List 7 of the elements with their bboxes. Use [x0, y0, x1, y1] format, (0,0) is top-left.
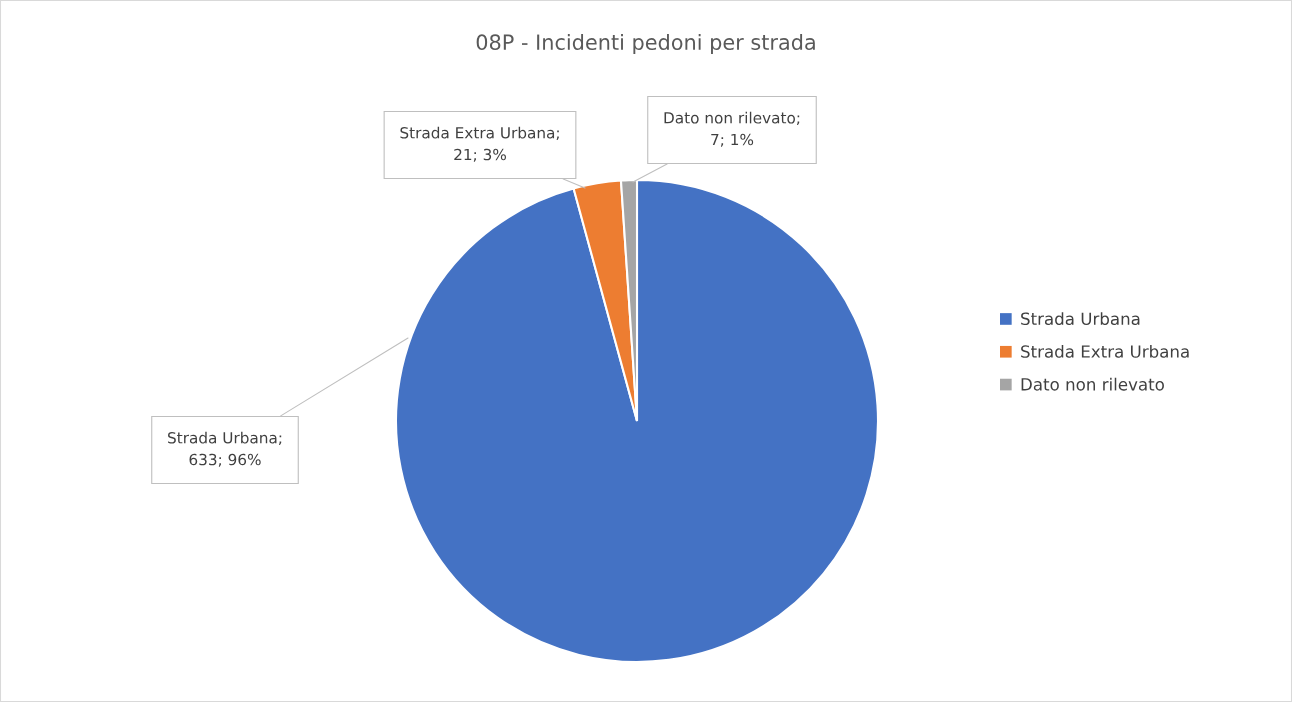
legend-label: Dato non rilevato: [1021, 377, 1164, 391]
data-label: Strada Urbana; 633; 96%: [168, 431, 282, 467]
data-label: Dato non rilevato; 7; 1%: [664, 111, 800, 147]
data-label: Strada Extra Urbana; 21; 3%: [400, 126, 559, 162]
legend-label: Strada Extra Urbana: [1021, 344, 1189, 358]
chart-title: 08P - Incidenti pedoni per strada: [476, 33, 815, 55]
legend-label: Strada Urbana: [1021, 312, 1140, 326]
